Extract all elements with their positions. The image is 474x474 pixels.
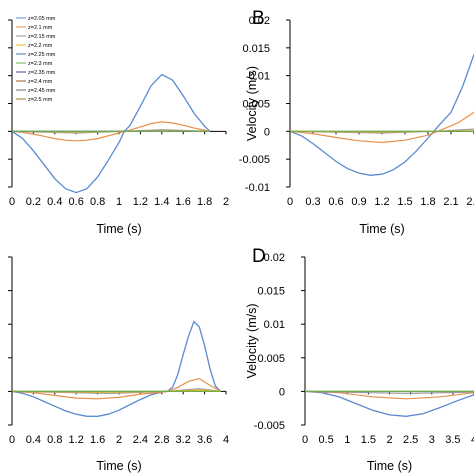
y-tick-label: 0.015	[242, 43, 270, 55]
x-tick-label: 0.9	[351, 196, 366, 208]
x-tick-label: 1.6	[90, 434, 105, 446]
y-tick-label: 0.005	[257, 353, 285, 365]
legend-entry: z=2.45 mm	[28, 88, 56, 94]
x-tick-label: 3	[429, 434, 435, 446]
y-tick-label: -0.01	[245, 182, 270, 194]
x-tick-label: 0	[302, 434, 308, 446]
x-tick-label: 0.2	[26, 196, 41, 208]
series-line	[304, 390, 474, 417]
y-tick-label: 0.02	[249, 15, 270, 27]
x-tick-label: 1.4	[154, 196, 169, 208]
x-tick-label: 0.3	[305, 196, 320, 208]
x-tick-label: 0.8	[90, 196, 105, 208]
x-tick-label: 1.2	[133, 196, 148, 208]
y-axis-title: Velocity (m/s)	[245, 66, 259, 141]
series-line	[304, 390, 474, 395]
panel-c: 0 0.4 0.8 1.2 1.6 2 2.4 2.8 3.2 3.6 4 Time (s)	[8, 256, 229, 473]
legend-entry: z=2.1 mm	[28, 25, 53, 31]
panel-letter: B	[252, 8, 265, 29]
x-tick-label: 0	[9, 434, 15, 446]
x-axis-title: Time (s)	[96, 459, 141, 473]
y-tick-label: -0.005	[254, 420, 285, 432]
x-tick-label: 0.5	[318, 434, 333, 446]
x-tick-label: 3.2	[176, 434, 191, 446]
x-tick-label: 1.8	[420, 196, 435, 208]
x-tick-label: 1.6	[176, 196, 191, 208]
x-tick-label: 0	[287, 196, 293, 208]
x-tick-label: 0.6	[69, 196, 84, 208]
legend-entry: z=2.05 mm	[28, 16, 56, 22]
series-line	[11, 320, 222, 417]
legend: z=2.05 mm z=2.1 mm z=2.15 mm z=2.2 mm z=2.25…	[16, 16, 56, 103]
x-tick-label: 3.6	[197, 434, 212, 446]
y-tick-label: -0.005	[239, 154, 270, 166]
x-tick-label: 2.4	[133, 434, 148, 446]
x-tick-label: 3.5	[445, 434, 460, 446]
y-tick-label: 0	[279, 386, 285, 398]
x-tick-label: 1	[344, 434, 350, 446]
x-tick-label: 0.4	[47, 196, 62, 208]
x-tick-label: 2.4	[466, 196, 474, 208]
series-line	[11, 121, 211, 142]
legend-entry: z=2.5 mm	[28, 97, 53, 103]
panel-a: 0 0.2 0.4 0.6 0.8 1 1.2 1.4 1.6 1.8 2 Time (s) z=2.0…	[8, 16, 229, 236]
series-line	[289, 111, 474, 144]
legend-entry: z=2.15 mm	[28, 34, 56, 40]
x-axis-title: Time (s)	[359, 222, 404, 236]
legend-entry: z=2.4 mm	[28, 79, 53, 85]
x-axis-title: Time (s)	[96, 222, 141, 236]
panel-d: -0.005 0 0.005 0.01 0.015 0.02 0 0.5 1 1.5 2 2.5 3 3.…	[245, 246, 474, 473]
x-tick-label: 0.6	[328, 196, 343, 208]
x-tick-label: 1.2	[69, 434, 84, 446]
y-axis-title: Velocity (m/s)	[245, 303, 259, 378]
legend-entry: z=2.35 mm	[28, 70, 56, 76]
x-tick-label: 2.1	[443, 196, 458, 208]
y-tick-label: 0.015	[257, 286, 285, 298]
x-tick-label: 1.5	[361, 434, 376, 446]
panel-b: -0.01 -0.005 0 0.005 0.01 0.015 0.02 0 0.3 0.6 0.9…	[239, 8, 474, 236]
x-tick-label: 0.8	[47, 434, 62, 446]
x-tick-label: 2	[116, 434, 122, 446]
y-tick-label: 0.005	[242, 99, 270, 111]
series-line	[11, 73, 211, 194]
legend-entry: z=2.2 mm	[28, 43, 53, 49]
y-tick-label: 0.02	[264, 252, 285, 264]
x-tick-label: 1.5	[397, 196, 412, 208]
x-tick-label: 2	[386, 434, 392, 446]
x-axis-title: Time (s)	[367, 459, 412, 473]
x-tick-label: 1	[116, 196, 122, 208]
y-tick-label: 0	[264, 126, 270, 138]
x-tick-label: 1.8	[197, 196, 212, 208]
legend-entry: z=2.3 mm	[28, 61, 53, 67]
y-tick-label: 0.01	[249, 71, 270, 83]
x-tick-label: 1.2	[374, 196, 389, 208]
legend-entry: z=2.25 mm	[28, 52, 56, 58]
x-tick-label: 2.8	[154, 434, 169, 446]
x-tick-label: 4	[223, 434, 229, 446]
x-tick-label: 2.5	[403, 434, 418, 446]
x-tick-label: 0	[9, 196, 15, 208]
x-tick-label: 2	[223, 196, 229, 208]
series-line	[11, 377, 221, 400]
series-line	[289, 54, 474, 176]
x-tick-label: 4	[471, 434, 474, 446]
y-tick-label: 0.01	[264, 319, 285, 331]
x-tick-label: 0.4	[26, 434, 41, 446]
panel-letter: D	[252, 246, 266, 267]
